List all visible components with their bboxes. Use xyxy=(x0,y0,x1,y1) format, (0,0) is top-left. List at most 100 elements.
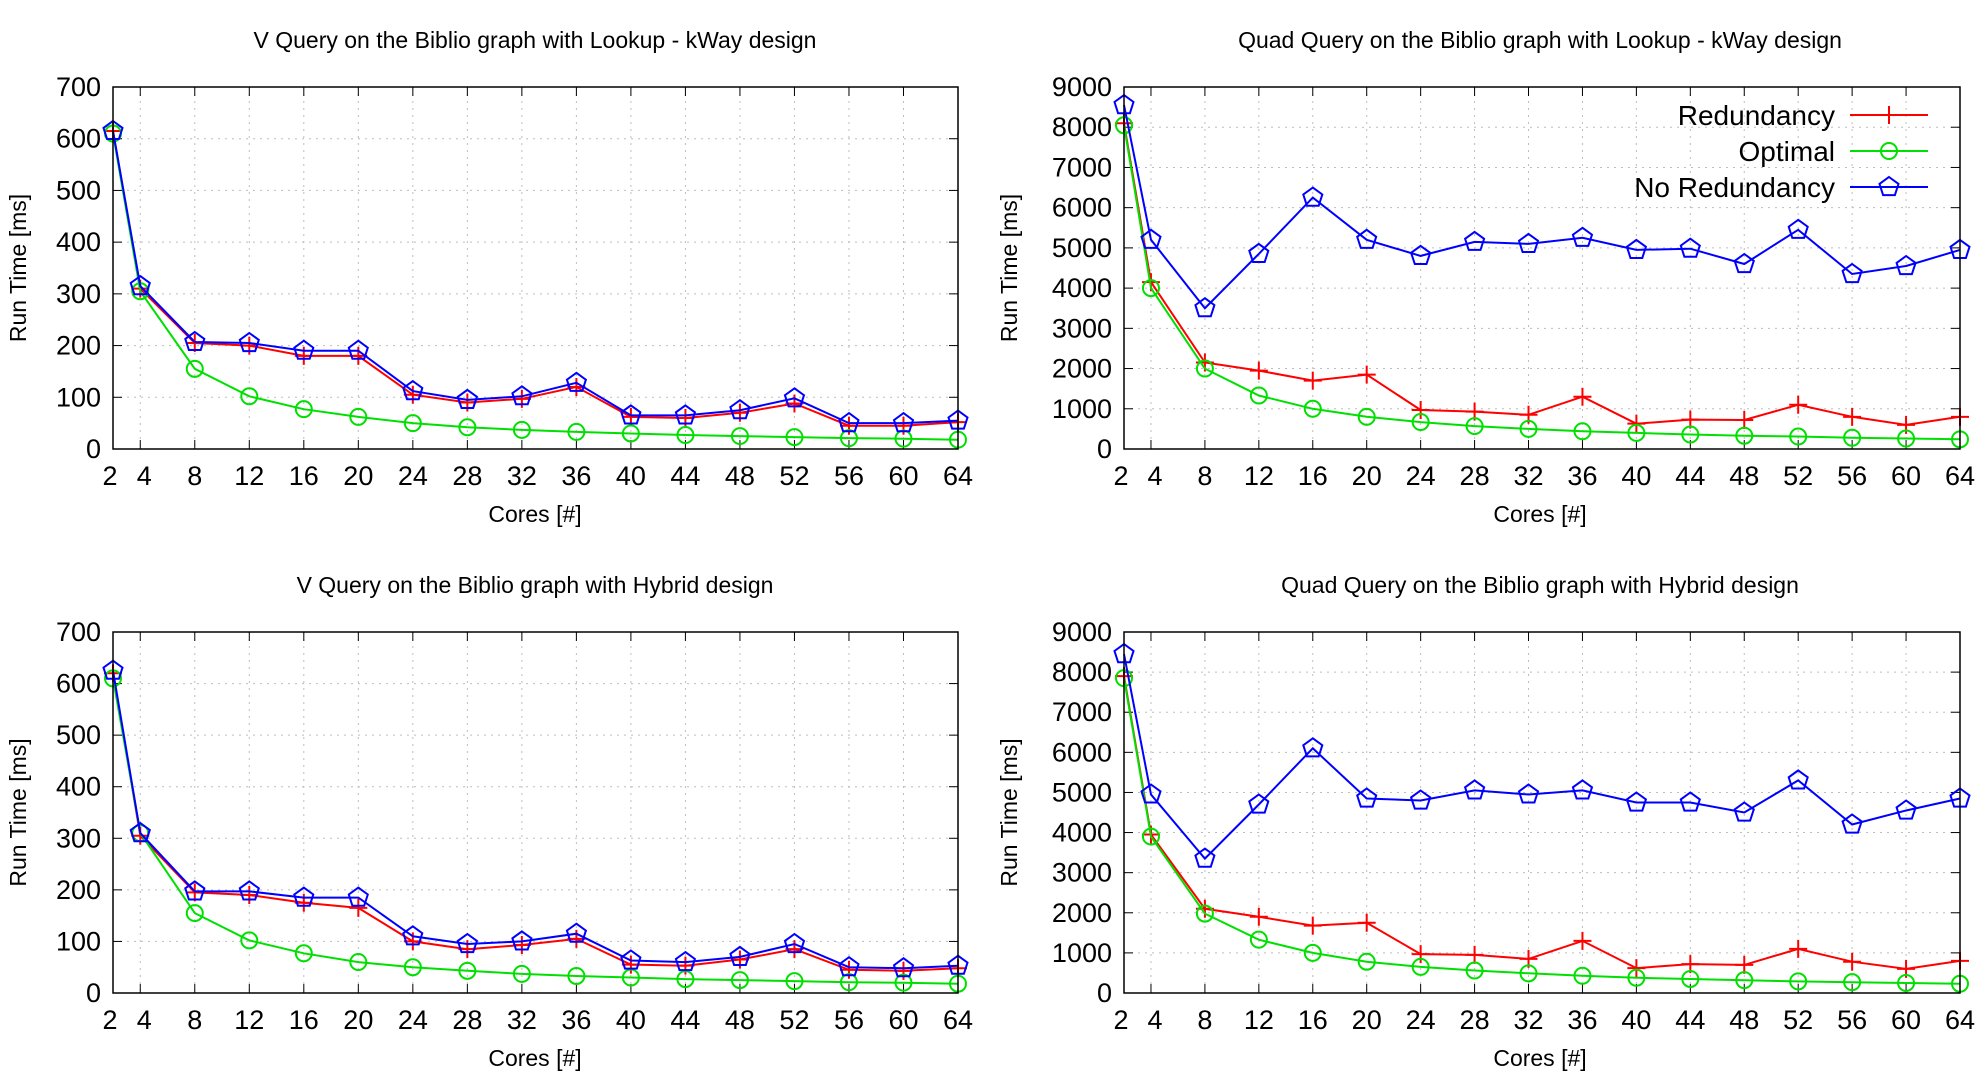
x-tick-label: 56 xyxy=(1837,461,1867,491)
data-point-optimal xyxy=(1627,423,1646,442)
data-point-no-redundancy xyxy=(1787,218,1809,239)
y-tick-label: 300 xyxy=(56,279,101,309)
y-tick-label: 2000 xyxy=(1052,898,1112,928)
data-point-optimal xyxy=(185,359,204,378)
x-tick-label: 52 xyxy=(1783,461,1813,491)
y-tick-label: 600 xyxy=(56,124,101,154)
data-point-optimal xyxy=(1843,428,1862,447)
y-tick-label: 0 xyxy=(1097,978,1112,1008)
x-tick-label: 48 xyxy=(1729,461,1759,491)
y-tick-label: 100 xyxy=(56,926,101,956)
data-point-optimal xyxy=(240,387,259,406)
y-tick-label: 100 xyxy=(56,382,101,412)
data-point-optimal xyxy=(730,971,749,990)
data-point-no-redundancy xyxy=(1302,186,1324,207)
y-tick-label: 0 xyxy=(86,978,101,1008)
x-tick-label: 16 xyxy=(289,461,319,491)
data-point-redundancy xyxy=(1627,959,1646,978)
series-line-no-redundancy xyxy=(112,130,959,425)
data-point-optimal xyxy=(839,429,858,448)
x-tick-label: 20 xyxy=(343,461,373,491)
y-tick-label: 400 xyxy=(56,227,101,257)
x-tick-label: 40 xyxy=(616,461,646,491)
data-point-redundancy xyxy=(1249,907,1268,926)
data-point-no-redundancy xyxy=(620,404,642,425)
data-point-optimal xyxy=(1897,429,1916,448)
x-tick-label: 32 xyxy=(1513,461,1543,491)
data-point-redundancy xyxy=(1735,411,1754,430)
x-tick-label: 16 xyxy=(289,1005,319,1035)
data-point-optimal xyxy=(349,953,368,972)
x-tick-label: 44 xyxy=(1675,1005,1705,1035)
data-point-redundancy xyxy=(1303,371,1322,390)
x-tick-label: 28 xyxy=(452,1005,482,1035)
data-point-optimal xyxy=(1411,413,1430,432)
data-point-no-redundancy xyxy=(129,274,151,296)
y-tick-label: 7000 xyxy=(1052,152,1112,182)
series-line-redundancy xyxy=(112,130,959,427)
x-tick-label: 52 xyxy=(1783,1005,1813,1035)
x-tick-label: 56 xyxy=(834,461,864,491)
chart-panel-3: V Query on the Biblio graph with Hybrid … xyxy=(5,572,973,1071)
data-point-no-redundancy xyxy=(1140,783,1162,804)
x-tick-label: 28 xyxy=(452,461,482,491)
data-point-optimal xyxy=(1141,279,1160,298)
data-point-no-redundancy xyxy=(620,949,642,970)
x-tick-label: 2 xyxy=(102,461,117,491)
x-tick-label: 8 xyxy=(1197,461,1212,491)
data-point-no-redundancy xyxy=(1140,228,1162,249)
data-point-no-redundancy xyxy=(511,385,533,406)
data-point-optimal xyxy=(512,420,531,439)
data-point-redundancy xyxy=(1627,414,1646,433)
x-tick-label: 20 xyxy=(1352,461,1382,491)
data-point-no-redundancy xyxy=(184,880,206,901)
data-point-no-redundancy xyxy=(402,925,424,946)
x-tick-label: 12 xyxy=(234,1005,264,1035)
data-point-redundancy xyxy=(1249,361,1268,380)
x-tick-label: 12 xyxy=(1244,1005,1274,1035)
data-point-optimal xyxy=(839,973,858,992)
x-tick-label: 24 xyxy=(398,461,428,491)
data-point-optimal xyxy=(730,427,749,446)
data-point-no-redundancy xyxy=(511,930,533,951)
y-tick-label: 4000 xyxy=(1052,818,1112,848)
data-point-no-redundancy xyxy=(1248,793,1270,814)
x-tick-label: 56 xyxy=(834,1005,864,1035)
data-point-redundancy xyxy=(1357,365,1376,384)
data-point-optimal xyxy=(1627,968,1646,987)
chart-panel-2: Quad Query on the Biblio graph with Look… xyxy=(996,27,1975,527)
data-point-no-redundancy xyxy=(565,922,588,943)
y-tick-label: 5000 xyxy=(1052,777,1112,807)
x-tick-label: 24 xyxy=(1406,1005,1436,1035)
x-tick-label: 28 xyxy=(1460,461,1490,491)
x-tick-label: 4 xyxy=(137,1005,152,1035)
data-point-redundancy xyxy=(512,936,531,955)
y-tick-label: 200 xyxy=(56,875,101,905)
y-tick-label: 7000 xyxy=(1052,697,1112,727)
y-tick-label: 600 xyxy=(56,669,101,699)
data-point-no-redundancy xyxy=(674,950,697,972)
data-point-no-redundancy xyxy=(729,945,751,966)
data-point-optimal xyxy=(894,973,913,992)
data-point-no-redundancy xyxy=(1571,226,1594,247)
chart-title: V Query on the Biblio graph with Lookup … xyxy=(254,27,817,53)
data-point-no-redundancy xyxy=(783,932,806,954)
data-point-no-redundancy xyxy=(1409,244,1432,265)
y-tick-label: 6000 xyxy=(1052,193,1112,223)
x-tick-label: 36 xyxy=(1567,1005,1597,1035)
data-point-redundancy xyxy=(1843,952,1862,971)
data-point-no-redundancy xyxy=(1895,799,1917,820)
data-point-optimal xyxy=(1573,966,1592,985)
data-point-optimal xyxy=(458,961,477,980)
data-point-no-redundancy xyxy=(1895,254,1917,276)
y-tick-label: 8000 xyxy=(1052,657,1112,687)
x-tick-label: 32 xyxy=(507,1005,537,1035)
data-point-no-redundancy xyxy=(1679,791,1701,812)
data-point-optimal xyxy=(1519,419,1538,438)
y-tick-label: 1000 xyxy=(1052,394,1112,424)
data-point-redundancy xyxy=(621,955,640,974)
data-point-optimal xyxy=(294,400,313,419)
x-tick-label: 12 xyxy=(234,461,264,491)
data-point-redundancy xyxy=(1735,955,1754,974)
